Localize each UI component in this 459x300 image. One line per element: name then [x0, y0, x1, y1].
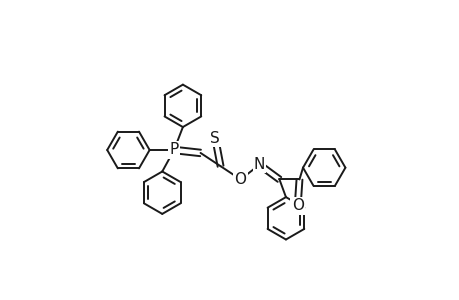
Text: S: S [210, 131, 220, 146]
Text: N: N [253, 157, 264, 172]
Text: P: P [169, 142, 178, 158]
Text: O: O [234, 172, 246, 187]
Text: O: O [291, 198, 303, 213]
